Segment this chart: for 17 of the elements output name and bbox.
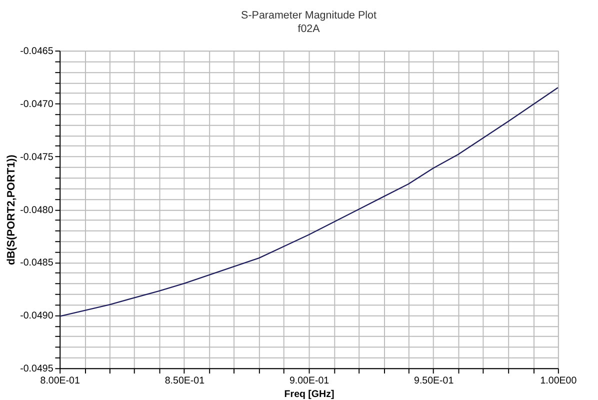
chart-subtitle: f02A [298, 23, 321, 36]
x-tick-label: 8.50E-01 [164, 375, 204, 386]
y-tick-label: -0.0485 [20, 258, 54, 269]
x-tick-label: 9.00E-01 [289, 375, 330, 386]
y-tick-label: -0.0465 [20, 46, 54, 58]
y-tick-label: -0.0495 [20, 364, 54, 375]
x-tick-label: 9.50E-01 [414, 375, 454, 386]
y-tick-label: -0.0470 [20, 98, 54, 110]
x-tick-label: 1.00E00 [540, 375, 578, 386]
y-tick-label: -0.0480 [20, 204, 54, 216]
x-axis-title: Freq [GHz] [284, 388, 334, 400]
x-tick-label: 8.00E-01 [40, 375, 80, 386]
line-series [59, 87, 559, 317]
y-tick-label: -0.0475 [20, 152, 54, 163]
y-axis-title: dB(S(PORT2,PORT1)) [5, 154, 18, 266]
chart-title: S-Parameter Magnitude Plot [241, 9, 376, 22]
y-tick-label: -0.0490 [20, 310, 54, 322]
